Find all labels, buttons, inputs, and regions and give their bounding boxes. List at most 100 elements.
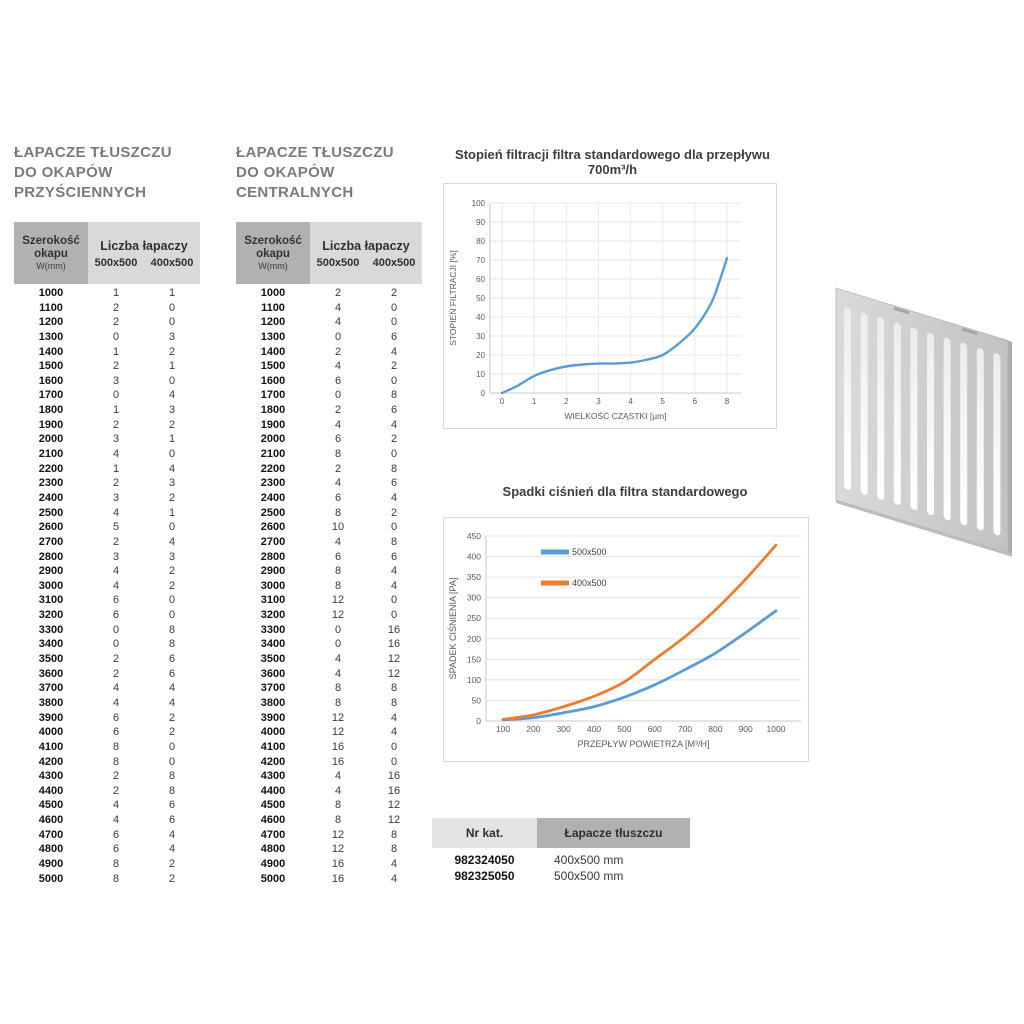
table-row: 3100 12 0 bbox=[236, 593, 422, 608]
svg-text:150: 150 bbox=[467, 654, 481, 664]
catalog-row: 982325050 500x500 mm bbox=[432, 868, 690, 884]
hood-width-cell: 2900 bbox=[260, 565, 286, 578]
catcher-count-cell: 8 bbox=[390, 843, 398, 856]
svg-text:SPADEK CIŚNIENIA [PA]: SPADEK CIŚNIENIA [PA] bbox=[447, 578, 458, 680]
hood-width-cell: 4500 bbox=[260, 799, 286, 812]
catcher-count-cell: 2 bbox=[390, 360, 398, 373]
catcher-count-cell: 1 bbox=[112, 462, 120, 475]
section-title-line: CENTRALNYCH bbox=[236, 184, 354, 201]
table-row: 1600 3 0 bbox=[14, 374, 200, 389]
header-label: okapu bbox=[256, 247, 290, 260]
table-row: 4900 8 2 bbox=[14, 857, 200, 872]
hood-width-cell: 4400 bbox=[260, 784, 286, 797]
svg-text:70: 70 bbox=[476, 256, 485, 265]
hood-width-cell: 3900 bbox=[260, 711, 286, 724]
table-row: 2600 5 0 bbox=[14, 520, 200, 535]
hood-width-cell: 2400 bbox=[260, 491, 286, 504]
catcher-count-cell: 4 bbox=[168, 843, 176, 856]
hood-width-cell: 4200 bbox=[260, 755, 286, 768]
section-title-line: DO OKAPÓW bbox=[236, 164, 335, 181]
table-row: 1400 1 2 bbox=[14, 345, 200, 360]
catcher-count-cell: 8 bbox=[334, 696, 342, 709]
catcher-count-cell: 2 bbox=[112, 418, 120, 431]
table-row: 2200 1 4 bbox=[14, 462, 200, 477]
catcher-count-cell: 2 bbox=[112, 667, 120, 680]
catcher-count-cell: 6 bbox=[334, 491, 342, 504]
grease-filter-illustration bbox=[835, 287, 1012, 557]
catcher-count-cell: 2 bbox=[334, 404, 342, 417]
table-row: 4600 4 6 bbox=[14, 813, 200, 828]
catcher-count-cell: 0 bbox=[334, 638, 342, 651]
catcher-count-cell: 2 bbox=[168, 345, 176, 358]
catcher-count-cell: 6 bbox=[112, 828, 120, 841]
table-row: 2600 10 0 bbox=[236, 520, 422, 535]
hood-width-cell: 3700 bbox=[260, 682, 286, 695]
header-group-label: Liczba łapaczy bbox=[100, 239, 188, 253]
table-row: 1800 2 6 bbox=[236, 403, 422, 418]
catcher-count-cell: 0 bbox=[112, 330, 120, 343]
catcher-count-header: Liczba łapaczy 500x500 400x500 bbox=[88, 222, 200, 284]
catcher-count-cell: 8 bbox=[168, 638, 176, 651]
catcher-count-cell: 2 bbox=[168, 491, 176, 504]
table-row: 3300 0 8 bbox=[14, 623, 200, 638]
table-row: 1000 1 1 bbox=[14, 286, 200, 301]
table-row: 4300 4 16 bbox=[236, 769, 422, 784]
hood-width-cell: 4600 bbox=[260, 814, 286, 827]
table-row: 4800 6 4 bbox=[14, 842, 200, 857]
table-row: 1200 4 0 bbox=[236, 315, 422, 330]
catcher-count-cell: 6 bbox=[112, 594, 120, 607]
catcher-count-cell: 8 bbox=[168, 623, 176, 636]
table-row: 1900 4 4 bbox=[236, 418, 422, 433]
header-label: Szerokość bbox=[22, 234, 80, 247]
hood-width-cell: 3800 bbox=[260, 696, 286, 709]
table-row: 4100 16 0 bbox=[236, 740, 422, 755]
table-row: 4400 4 16 bbox=[236, 784, 422, 799]
catcher-count-cell: 6 bbox=[112, 711, 120, 724]
catcher-count-cell: 4 bbox=[112, 814, 120, 827]
catalog-row: 982324050 400x500 mm bbox=[432, 852, 690, 868]
header-subcolumns: 500x500 400x500 bbox=[310, 257, 422, 269]
hood-width-cell: 5000 bbox=[38, 872, 64, 885]
table-row: 3900 6 2 bbox=[14, 711, 200, 726]
hood-width-cell: 3600 bbox=[260, 667, 286, 680]
hood-width-cell: 4300 bbox=[38, 770, 64, 783]
svg-text:200: 200 bbox=[467, 634, 481, 644]
catcher-count-cell: 2 bbox=[112, 301, 120, 314]
table-row: 4000 12 4 bbox=[236, 725, 422, 740]
hood-width-cell: 4900 bbox=[260, 857, 286, 870]
filter-side-face bbox=[1008, 340, 1012, 554]
section-title-line: ŁAPACZE TŁUSZCZU bbox=[236, 144, 394, 161]
table-row: 3400 0 8 bbox=[14, 637, 200, 652]
header-group-label: Liczba łapaczy bbox=[322, 239, 410, 253]
catcher-count-cell: 6 bbox=[168, 667, 176, 680]
catcher-count-cell: 16 bbox=[331, 755, 345, 768]
catcher-count-cell: 2 bbox=[112, 535, 120, 548]
catalog-table-body: 982324050 400x500 mm 982325050 500x500 mm bbox=[432, 852, 690, 884]
catcher-count-cell: 0 bbox=[390, 740, 398, 753]
table-row: 3600 4 12 bbox=[236, 667, 422, 682]
svg-text:300: 300 bbox=[467, 593, 481, 603]
table-row: 3100 6 0 bbox=[14, 593, 200, 608]
table-row: 3900 12 4 bbox=[236, 711, 422, 726]
section-title-line: PRZYŚCIENNYCH bbox=[14, 184, 147, 201]
catcher-count-cell: 6 bbox=[112, 843, 120, 856]
hood-width-cell: 3300 bbox=[260, 623, 286, 636]
table-row: 1400 2 4 bbox=[236, 345, 422, 360]
section-title: ŁAPACZE TŁUSZCZU DO OKAPÓW CENTRALNYCH bbox=[236, 143, 426, 203]
hood-width-cell: 3800 bbox=[38, 696, 64, 709]
catcher-count-cell: 12 bbox=[331, 594, 345, 607]
hood-width-cell: 1000 bbox=[260, 287, 286, 299]
catcher-count-cell: 8 bbox=[334, 579, 342, 592]
hood-width-cell: 1000 bbox=[38, 287, 64, 299]
catcher-count-cell: 4 bbox=[390, 491, 398, 504]
catcher-count-cell: 8 bbox=[334, 799, 342, 812]
hood-width-cell: 4600 bbox=[38, 814, 64, 827]
hood-width-cell: 2800 bbox=[260, 550, 286, 563]
hood-width-cell: 1200 bbox=[260, 316, 286, 329]
table-row: 1300 0 6 bbox=[236, 330, 422, 345]
catcher-count-cell: 3 bbox=[168, 477, 176, 490]
table-row: 2100 4 0 bbox=[14, 447, 200, 462]
catcher-count-cell: 4 bbox=[112, 506, 120, 519]
hood-width-cell: 1100 bbox=[39, 301, 63, 314]
svg-text:900: 900 bbox=[739, 724, 753, 734]
